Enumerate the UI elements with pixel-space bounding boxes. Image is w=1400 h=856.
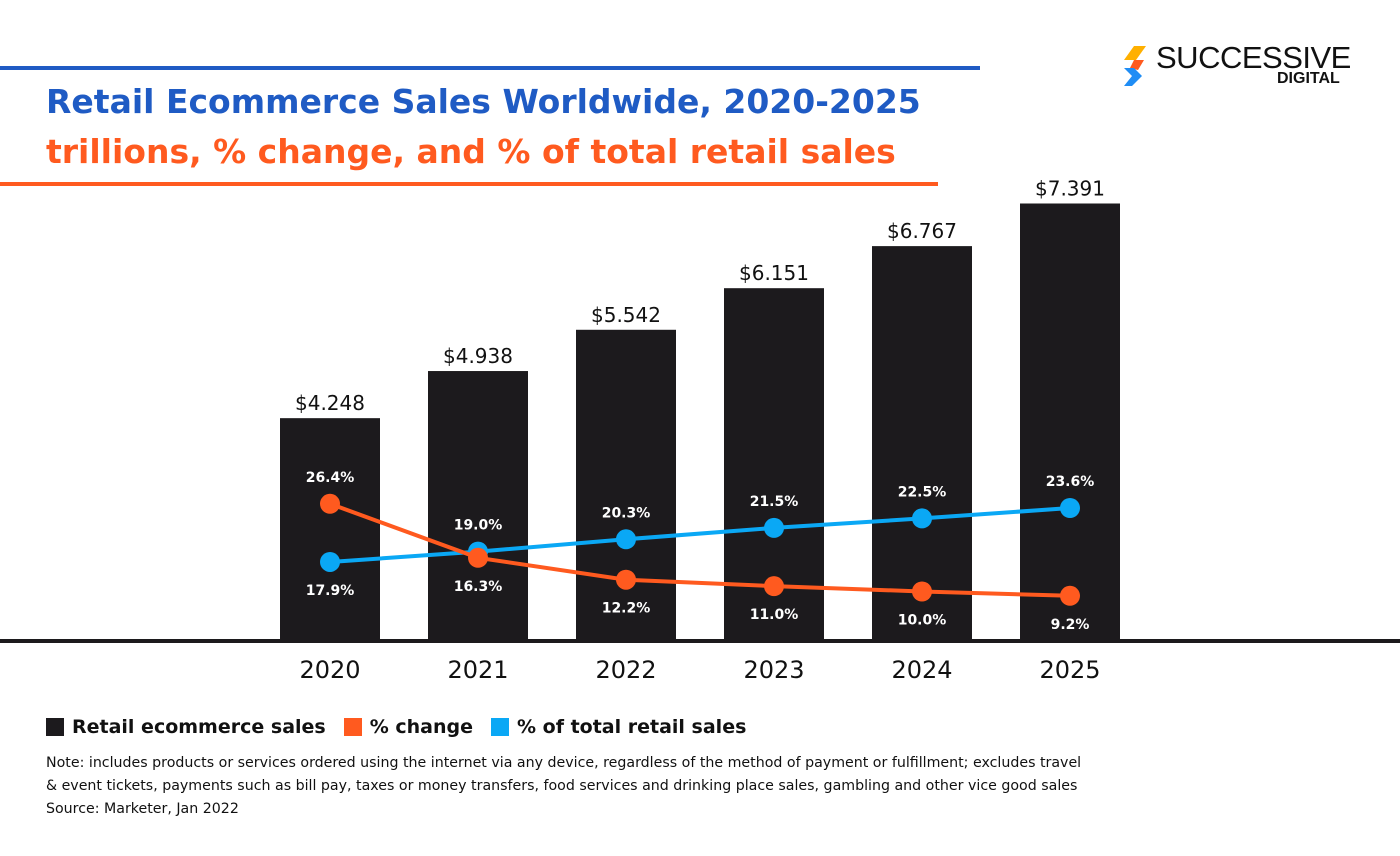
share-point-2023 — [764, 517, 784, 538]
change-label-2021: 16.3% — [454, 579, 503, 595]
bar-2022 — [576, 329, 676, 640]
x-tick-2021: 2021 — [447, 656, 508, 684]
chart-subtitle: trillions, % change, and % of total reta… — [46, 132, 896, 171]
change-point-2025 — [1060, 585, 1080, 606]
x-tick-2024: 2024 — [891, 656, 952, 684]
share-label-2025: 23.6% — [1046, 474, 1095, 490]
bar-label-2021: $4.938 — [443, 344, 513, 368]
bar-2025 — [1020, 203, 1120, 641]
bar-2024 — [872, 246, 972, 641]
x-tick-2023: 2023 — [743, 656, 804, 684]
share-label-2022: 20.3% — [602, 505, 651, 521]
title-rule-blue — [0, 66, 980, 70]
change-label-2024: 10.0% — [898, 613, 947, 629]
share-point-2025 — [1060, 498, 1080, 519]
x-tick-2020: 2020 — [299, 656, 360, 684]
change-point-2022 — [616, 569, 636, 590]
logo-subtext: DIGITAL — [1277, 70, 1340, 87]
share-point-2024 — [912, 508, 932, 529]
x-tick-2022: 2022 — [595, 656, 656, 684]
share-label-2021: 19.0% — [454, 518, 503, 534]
bar-label-2025: $7.391 — [1035, 176, 1105, 200]
legend: Retail ecommerce sales % change % of tot… — [46, 716, 746, 738]
change-point-2020 — [320, 493, 340, 514]
change-point-2021 — [468, 547, 488, 568]
legend-label-share: % of total retail sales — [517, 716, 747, 738]
note-line-2: & event tickets, payments such as bill p… — [46, 778, 1078, 794]
share-label-2023: 21.5% — [750, 494, 799, 510]
change-label-2025: 9.2% — [1051, 617, 1090, 633]
legend-item-share: % of total retail sales — [491, 716, 746, 738]
legend-item-sales: Retail ecommerce sales — [46, 716, 326, 738]
share-point-2022 — [616, 529, 636, 550]
change-label-2022: 12.2% — [602, 601, 651, 617]
bar-label-2022: $5.542 — [591, 303, 661, 327]
x-tick-2025: 2025 — [1039, 656, 1100, 684]
successive-digital-logo: SUCCESSIVE DIGITAL — [1120, 40, 1360, 90]
bar-label-2020: $4.248 — [295, 391, 365, 415]
legend-swatch-sales — [46, 718, 64, 736]
chart-title: Retail Ecommerce Sales Worldwide, 2020-2… — [46, 82, 921, 121]
change-label-2020: 26.4% — [306, 470, 355, 486]
bar-label-2024: $6.767 — [887, 219, 957, 243]
share-label-2024: 22.5% — [898, 484, 947, 500]
logo-mark-icon — [1124, 46, 1146, 86]
change-point-2024 — [912, 581, 932, 602]
footnote: Note: includes products or services orde… — [46, 752, 1246, 821]
title-rule-orange — [0, 182, 938, 186]
share-point-2020 — [320, 551, 340, 572]
bar-label-2023: $6.151 — [739, 261, 809, 285]
legend-swatch-change — [343, 718, 362, 736]
legend-label-sales: Retail ecommerce sales — [72, 716, 326, 738]
change-label-2023: 11.0% — [750, 607, 799, 623]
change-point-2023 — [764, 576, 784, 597]
note-line-1: Note: includes products or services orde… — [46, 755, 1082, 771]
share-line — [329, 506, 1071, 564]
legend-item-change: % change — [343, 716, 473, 738]
bar-2021 — [428, 371, 528, 640]
x-axis-line — [0, 639, 1400, 643]
change-line — [329, 501, 1071, 598]
source-line: Source: Marketer, Jan 2022 — [46, 801, 239, 817]
logo-text: SUCCESSIVE — [1156, 40, 1351, 75]
legend-swatch-share — [491, 718, 509, 736]
legend-label-change: % change — [369, 716, 473, 738]
chart-canvas: $4.248 $4.938 $5.542 $6.151 $6.767 $7.391 17.… — [0, 176, 1400, 684]
share-label-2020: 17.9% — [306, 583, 355, 599]
bar-2020 — [280, 418, 380, 640]
